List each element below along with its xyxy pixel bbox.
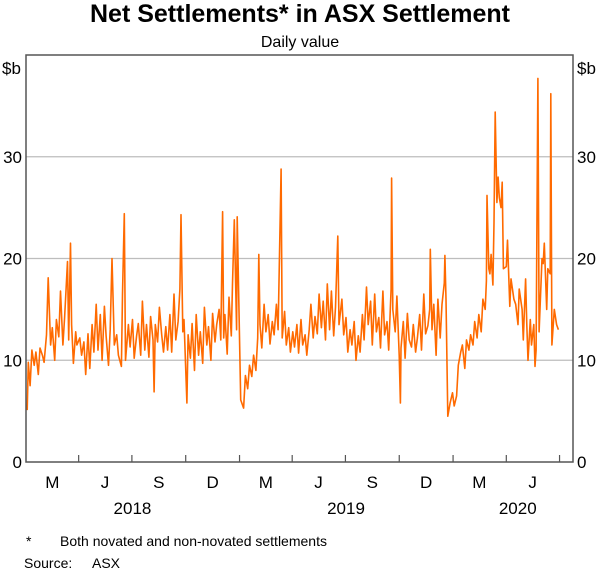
footnote: Both novated and non-novated settlements	[60, 533, 327, 549]
y-unit-right: $b	[577, 59, 596, 78]
y-unit-left: $b	[2, 59, 21, 78]
footnote-marker: *	[26, 533, 32, 549]
source-label: Source:	[24, 555, 72, 570]
y-tick-label-right: 0	[577, 453, 586, 472]
y-tick-labels: 0 0 10 10 20 20 30 30	[3, 148, 596, 472]
x-tick-label: M	[472, 473, 486, 492]
y-tick-label-left: 20	[3, 250, 22, 269]
x-tick-label: S	[367, 473, 378, 492]
series-layer	[26, 77, 560, 417]
plot-frame	[25, 54, 574, 463]
x-tick-label: J	[101, 473, 110, 492]
series-line	[26, 77, 560, 417]
y-tick-label-left: 0	[13, 453, 22, 472]
x-tick-label: M	[259, 473, 273, 492]
x-tick-label: D	[420, 473, 432, 492]
chart-subtitle: Daily value	[261, 34, 339, 51]
y-tick-label-right: 10	[577, 351, 596, 370]
y-tick-label-right: 20	[577, 250, 596, 269]
x-year-label: 2018	[114, 499, 152, 518]
chart-title: Net Settlements* in ASX Settlement	[90, 0, 511, 28]
source: ASX	[92, 555, 121, 570]
x-tick-label: D	[206, 473, 218, 492]
x-year-label: 2020	[499, 499, 537, 518]
x-tick-label: S	[153, 473, 164, 492]
y-tick-label-right: 30	[577, 148, 596, 167]
y-tick-label-left: 30	[3, 148, 22, 167]
x-tick-label: J	[528, 473, 537, 492]
x-year-label: 2019	[327, 499, 365, 518]
x-tick-label: J	[314, 473, 323, 492]
y-tick-label-left: 10	[3, 351, 22, 370]
gridlines	[26, 156, 573, 361]
x-tick-label: M	[45, 473, 59, 492]
